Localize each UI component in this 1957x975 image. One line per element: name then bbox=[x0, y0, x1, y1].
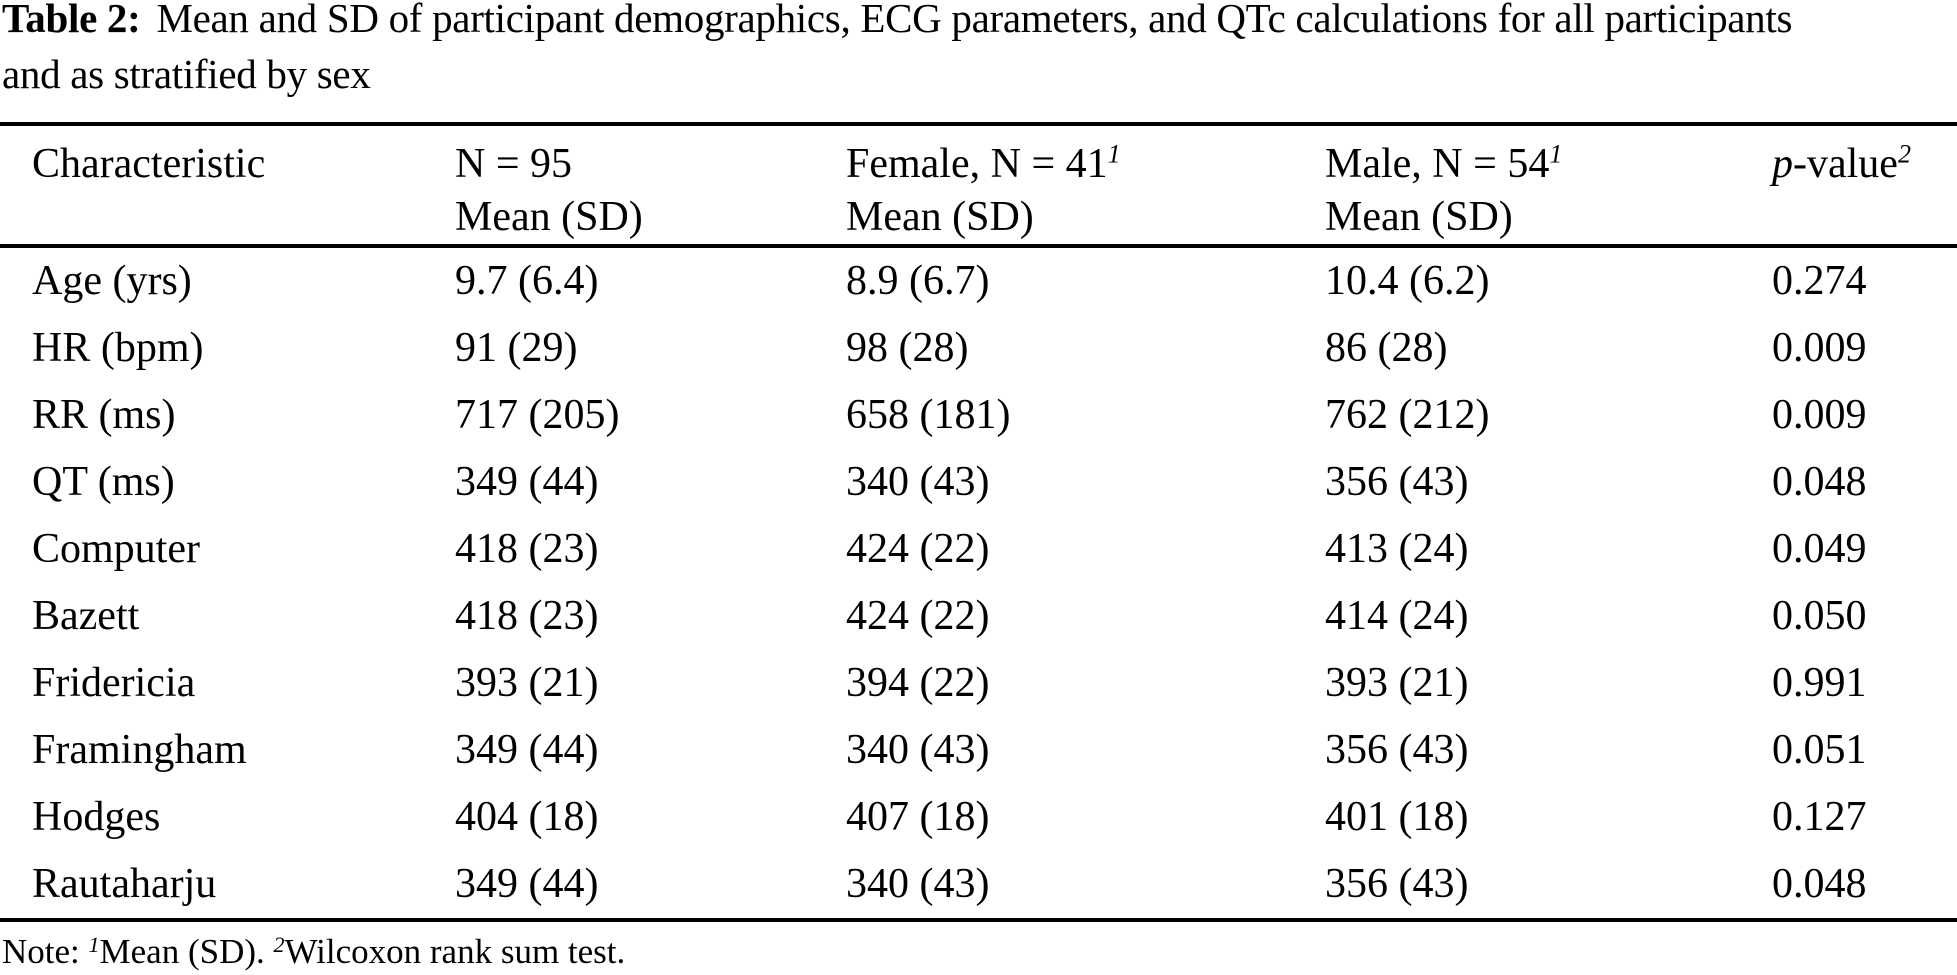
caption-label: Table 2: bbox=[2, 0, 141, 41]
cell-overall: 91 (29) bbox=[455, 325, 578, 371]
cell-p-value: 0.050 bbox=[1772, 593, 1867, 639]
cell-characteristic: Fridericia bbox=[32, 660, 196, 706]
cell-characteristic: Framingham bbox=[32, 727, 247, 773]
cell-overall: 418 (23) bbox=[455, 526, 599, 572]
cell-overall: 349 (44) bbox=[455, 861, 599, 907]
cell-male: 414 (24) bbox=[1325, 593, 1469, 639]
cell-p-value: 0.009 bbox=[1772, 392, 1867, 438]
cell-characteristic: Computer bbox=[32, 526, 200, 572]
cell-characteristic: RR (ms) bbox=[32, 392, 176, 438]
cell-characteristic: HR (bpm) bbox=[32, 325, 204, 371]
cell-p-value: 0.048 bbox=[1772, 861, 1867, 907]
cell-overall: 393 (21) bbox=[455, 660, 599, 706]
table-row: QT (ms) 349 (44) 340 (43) 356 (43) 0.048 bbox=[0, 449, 1957, 516]
cell-female: 394 (22) bbox=[846, 660, 990, 706]
table-row: Bazett 418 (23) 424 (22) 414 (24) 0.050 bbox=[0, 583, 1957, 650]
cell-female: 658 (181) bbox=[846, 392, 1011, 438]
table-footnote: Note: 1Mean (SD). 2Wilcoxon rank sum tes… bbox=[0, 930, 1957, 974]
cell-p-value: 0.049 bbox=[1772, 526, 1867, 572]
col-header-female: Female, N = 411 Mean (SD) bbox=[846, 139, 1121, 240]
footnote-mark-icon: 1 bbox=[1549, 139, 1563, 169]
cell-characteristic: QT (ms) bbox=[32, 459, 175, 505]
cell-female: 98 (28) bbox=[846, 325, 969, 371]
cell-male: 393 (21) bbox=[1325, 660, 1469, 706]
footnote-mark-icon: 1 bbox=[1107, 139, 1121, 169]
demographics-table: Characteristic N = 95 Mean (SD) Female, N… bbox=[0, 122, 1957, 922]
cell-p-value: 0.274 bbox=[1772, 258, 1867, 304]
cell-female: 340 (43) bbox=[846, 861, 990, 907]
cell-male: 86 (28) bbox=[1325, 325, 1448, 371]
table-row: Framingham 349 (44) 340 (43) 356 (43) 0.… bbox=[0, 717, 1957, 784]
cell-female: 407 (18) bbox=[846, 794, 990, 840]
cell-characteristic: Bazett bbox=[32, 593, 140, 639]
footnote-mark-2: 2 bbox=[273, 932, 285, 957]
table-row: HR (bpm) 91 (29) 98 (28) 86 (28) 0.009 bbox=[0, 315, 1957, 382]
cell-male: 762 (212) bbox=[1325, 392, 1490, 438]
caption-line-2: and as stratified by sex bbox=[2, 51, 371, 97]
cell-p-value: 0.009 bbox=[1772, 325, 1867, 371]
cell-p-value: 0.048 bbox=[1772, 459, 1867, 505]
footnote-prefix: Note: bbox=[2, 932, 89, 971]
cell-overall: 404 (18) bbox=[455, 794, 599, 840]
cell-male: 356 (43) bbox=[1325, 861, 1469, 907]
cell-overall: 418 (23) bbox=[455, 593, 599, 639]
caption-line-1: Mean and SD of participant demographics,… bbox=[156, 0, 1793, 41]
cell-female: 340 (43) bbox=[846, 459, 990, 505]
cell-female: 424 (22) bbox=[846, 593, 990, 639]
cell-overall: 9.7 (6.4) bbox=[455, 258, 599, 304]
col-header-p-value: p-value2 bbox=[1772, 139, 1911, 187]
cell-overall: 717 (205) bbox=[455, 392, 620, 438]
cell-male: 401 (18) bbox=[1325, 794, 1469, 840]
cell-characteristic: Age (yrs) bbox=[32, 258, 192, 304]
cell-male: 356 (43) bbox=[1325, 459, 1469, 505]
cell-p-value: 0.127 bbox=[1772, 794, 1867, 840]
cell-male: 356 (43) bbox=[1325, 727, 1469, 773]
cell-male: 10.4 (6.2) bbox=[1325, 258, 1490, 304]
cell-overall: 349 (44) bbox=[455, 459, 599, 505]
table-row: Rautaharju 349 (44) 340 (43) 356 (43) 0.… bbox=[0, 851, 1957, 920]
header-row: Characteristic N = 95 Mean (SD) Female, N… bbox=[0, 124, 1957, 246]
cell-p-value: 0.991 bbox=[1772, 660, 1867, 706]
footnote-mark-icon: 2 bbox=[1897, 139, 1911, 169]
table-row: Fridericia 393 (21) 394 (22) 393 (21) 0.… bbox=[0, 650, 1957, 717]
table-caption: Table 2: Mean and SD of participant demog… bbox=[0, 0, 1957, 102]
table-row: Hodges 404 (18) 407 (18) 401 (18) 0.127 bbox=[0, 784, 1957, 851]
cell-characteristic: Rautaharju bbox=[32, 861, 217, 907]
footnote-text-1: Mean (SD). bbox=[99, 932, 274, 971]
table-row: Computer 418 (23) 424 (22) 413 (24) 0.04… bbox=[0, 516, 1957, 583]
cell-female: 424 (22) bbox=[846, 526, 990, 572]
cell-characteristic: Hodges bbox=[32, 794, 161, 840]
cell-p-value: 0.051 bbox=[1772, 727, 1867, 773]
table-row: Age (yrs) 9.7 (6.4) 8.9 (6.7) 10.4 (6.2)… bbox=[0, 246, 1957, 315]
col-header-characteristic: Characteristic bbox=[32, 141, 266, 187]
cell-female: 8.9 (6.7) bbox=[846, 258, 990, 304]
footnote-text-2: Wilcoxon rank sum test. bbox=[284, 932, 626, 971]
footnote-mark-1: 1 bbox=[88, 932, 100, 957]
table-row: RR (ms) 717 (205) 658 (181) 762 (212) 0.… bbox=[0, 382, 1957, 449]
cell-overall: 349 (44) bbox=[455, 727, 599, 773]
col-header-male: Male, N = 541 Mean (SD) bbox=[1325, 139, 1563, 240]
col-header-overall: N = 95 Mean (SD) bbox=[455, 141, 643, 240]
cell-male: 413 (24) bbox=[1325, 526, 1469, 572]
cell-female: 340 (43) bbox=[846, 727, 990, 773]
